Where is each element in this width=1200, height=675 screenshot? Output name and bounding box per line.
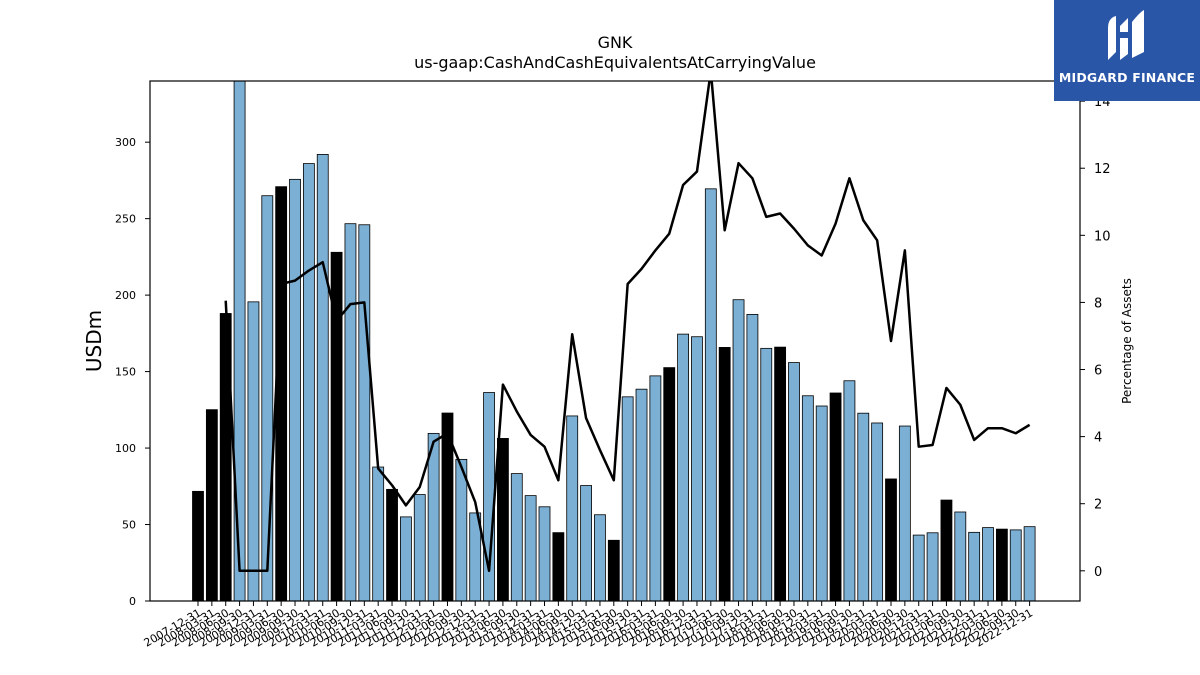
bar xyxy=(427,432,440,601)
bar xyxy=(233,81,246,601)
bar xyxy=(205,409,218,601)
bar xyxy=(607,539,620,601)
bar xyxy=(635,388,648,601)
line-layer xyxy=(224,81,1031,573)
bar xyxy=(247,301,260,601)
brand-logo: MIDGARD FINANCE xyxy=(1054,0,1200,101)
bar xyxy=(538,506,551,601)
bar xyxy=(788,362,800,601)
y2-tick-label: 12 xyxy=(1094,162,1111,177)
bar xyxy=(982,527,994,601)
bar xyxy=(829,392,842,601)
bar xyxy=(413,494,426,601)
bar xyxy=(649,375,662,601)
y-tick-label: 150 xyxy=(115,366,136,379)
bar xyxy=(704,188,717,601)
logo-text: MIDGARD FINANCE xyxy=(1058,70,1196,85)
bar xyxy=(289,178,301,601)
y-tick-label: 100 xyxy=(115,442,136,455)
bar xyxy=(871,422,884,601)
bar xyxy=(885,478,897,601)
y2-tick-label: 6 xyxy=(1094,364,1102,379)
bar xyxy=(510,473,523,601)
bar xyxy=(815,405,828,601)
bar xyxy=(566,415,579,601)
bar xyxy=(441,412,454,601)
bars-layer xyxy=(192,81,1036,601)
bar xyxy=(552,532,565,601)
bar xyxy=(940,499,953,601)
chart-title: GNK xyxy=(598,33,633,52)
bar xyxy=(497,438,509,601)
bar xyxy=(746,313,759,601)
bar xyxy=(926,532,939,601)
bar xyxy=(261,195,274,601)
y-tick-label: 300 xyxy=(115,136,136,149)
bar xyxy=(760,347,773,601)
bar xyxy=(621,396,634,601)
bar xyxy=(677,333,689,601)
bar xyxy=(843,380,856,601)
bar xyxy=(912,534,925,601)
bar xyxy=(732,299,745,601)
bar xyxy=(302,163,315,601)
bar xyxy=(968,531,981,601)
bar xyxy=(801,395,814,601)
bar xyxy=(774,346,787,601)
y-axis-label: USDm xyxy=(82,310,106,372)
y2-tick-label: 4 xyxy=(1094,431,1102,446)
bar xyxy=(275,186,288,601)
bar xyxy=(857,412,870,601)
bar xyxy=(386,488,398,601)
y-tick-label: 250 xyxy=(115,213,136,226)
y2-tick-label: 0 xyxy=(1094,565,1102,580)
y-tick-label: 200 xyxy=(115,289,136,302)
bar xyxy=(455,458,468,601)
bar xyxy=(718,347,731,601)
bar xyxy=(344,223,357,601)
bar xyxy=(192,490,204,601)
logo-mark-icon xyxy=(1108,10,1144,60)
y2-tick-label: 8 xyxy=(1094,296,1102,311)
chart-subtitle: us-gaap:CashAndCashEquivalentsAtCarrying… xyxy=(414,53,816,72)
bar xyxy=(663,367,676,601)
bar xyxy=(399,516,412,601)
bar xyxy=(691,336,703,601)
bar xyxy=(358,224,371,601)
y2-tick-label: 10 xyxy=(1094,229,1111,244)
plot-frame xyxy=(149,80,1081,602)
bar xyxy=(580,485,592,601)
bar xyxy=(1023,526,1036,601)
y-tick-label: 0 xyxy=(129,595,136,608)
bar xyxy=(524,495,537,601)
bar xyxy=(1009,529,1022,601)
bar xyxy=(954,511,967,601)
bar xyxy=(995,528,1008,601)
pct-of-assets-line xyxy=(224,81,1031,573)
axes-layer: 050100150200250300024681012142007-12-312… xyxy=(115,80,1111,650)
bar xyxy=(316,154,329,601)
y-tick-label: 50 xyxy=(122,519,136,532)
y2-tick-label: 2 xyxy=(1094,498,1102,513)
y2-axis-label: Percentage of Assets xyxy=(1120,278,1134,404)
bar xyxy=(898,425,911,601)
bar xyxy=(372,466,385,601)
bar xyxy=(594,514,606,601)
